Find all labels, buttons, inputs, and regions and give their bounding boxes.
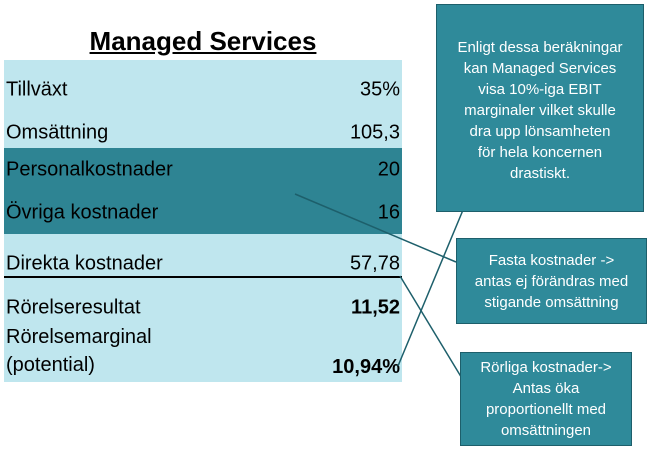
- callout-fixed-costs: Fasta kostnader -> antas ej förändras me…: [456, 238, 647, 324]
- callout-variable-costs: Rörliga kostnader-> Antas öka proportion…: [460, 352, 632, 446]
- table-row-omsattning: Omsättning 105,3: [4, 113, 402, 153]
- row-label-line2: (potential): [6, 354, 95, 376]
- callout-line: för hela koncernen: [477, 144, 603, 161]
- table-row-tillvaxt: Tillväxt 35%: [4, 70, 402, 110]
- callout-line: stigande omsättning: [484, 294, 619, 311]
- callout-line: Enligt dessa beräkningar: [457, 39, 623, 56]
- table-row-personalkostnader: Personalkostnader 20: [4, 148, 402, 192]
- connector-fixed-costs: [294, 193, 457, 263]
- slide-title: Managed Services: [89, 26, 317, 56]
- sum-divider: [4, 276, 402, 278]
- connector-ebit: [397, 209, 464, 367]
- row-value: 57,78: [349, 252, 400, 275]
- row-label: Övriga kostnader: [6, 201, 159, 224]
- callout-line: Fasta kostnader ->: [488, 252, 615, 269]
- connector-variable-costs: [399, 275, 464, 381]
- table-row-rorelseresultat: Rörelseresultat 11,52: [4, 288, 402, 328]
- callout-line: visa 10%-iga EBIT: [478, 81, 602, 98]
- callout-line: drastiskt.: [509, 165, 570, 182]
- row-label-line1: Rörelsemarginal: [6, 326, 152, 348]
- row-value: 105,3: [349, 121, 400, 144]
- callout-line: Antas öka: [512, 380, 580, 397]
- row-label: Personalkostnader: [6, 158, 173, 181]
- row-label: Rörelsemarginal (potential): [6, 323, 152, 379]
- row-label: Omsättning: [6, 121, 109, 144]
- callout-line: antas ej förändras med: [474, 273, 629, 290]
- row-value: 35%: [359, 78, 400, 101]
- row-label: Rörelseresultat: [6, 296, 141, 319]
- row-value: 20: [377, 158, 400, 181]
- callout-ebit: Enligt dessa beräkningar kan Managed Ser…: [436, 4, 644, 212]
- callout-line: marginaler vilket skulle: [464, 102, 616, 119]
- callout-line: dra upp lönsamheten: [469, 123, 611, 140]
- table-row-ovriga-kostnader: Övriga kostnader 16: [4, 192, 402, 234]
- row-label: Tillväxt: [6, 78, 68, 101]
- callout-line: Rörliga kostnader->: [480, 359, 612, 376]
- row-label: Direkta kostnader: [6, 252, 163, 275]
- row-value: 16: [377, 201, 400, 224]
- callout-line: kan Managed Services: [463, 60, 617, 77]
- row-value: 10,94%: [332, 356, 400, 378]
- financial-table: Tillväxt 35% Omsättning 105,3 Personalko…: [4, 60, 402, 382]
- callout-line: proportionellt med: [485, 401, 607, 418]
- row-value: 11,52: [351, 296, 400, 319]
- table-row-direkta-kostnader: Direkta kostnader 57,78: [4, 244, 402, 284]
- callout-line: omsättningen: [500, 422, 592, 439]
- table-row-rorelsemarginal: Rörelsemarginal (potential) 10,94%: [4, 321, 402, 381]
